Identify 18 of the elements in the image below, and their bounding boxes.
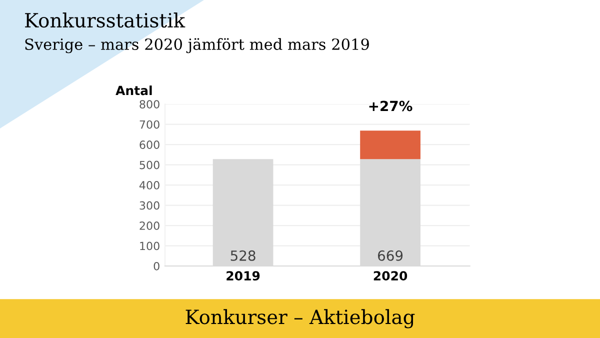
text: Konkurser – Aktiebolag [186,309,415,328]
total-label: 528 [230,250,256,261]
y-tick-label: 200 [140,222,160,230]
y-tick-label: 100 [140,242,160,250]
y-axis-title: Antal [116,86,152,96]
y-tick-label: 600 [140,140,160,149]
annotation: +27% [369,100,412,112]
chart-subtitle: Sverige – mars 2020 jämfört med mars 2019 [25,38,369,54]
y-tick-label: 700 [140,120,160,129]
y-tick-label: 800 [140,100,160,108]
y-tick-label: 0 [154,262,160,270]
total-label: 669 [378,250,403,261]
y-tick-label: 300 [140,201,160,210]
chart-title: Konkursstatistik [25,12,186,28]
x-tick-label: 2020 [374,271,408,281]
y-tick-label: 500 [140,160,160,170]
x-tick-label: 2019 [226,271,260,281]
y-tick-label: 400 [139,181,160,190]
